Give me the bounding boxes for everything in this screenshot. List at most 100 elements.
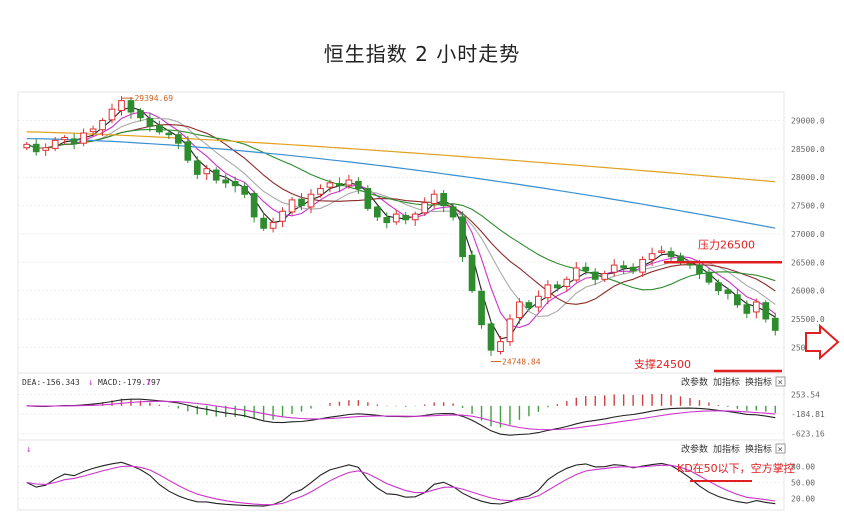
- candle: [51, 137, 59, 152]
- candle-body: [705, 271, 713, 283]
- change-params-button[interactable]: 改参数: [681, 376, 708, 388]
- candle-body: [345, 179, 353, 186]
- candle-body: [743, 304, 751, 314]
- candle-body: [222, 179, 230, 184]
- low-marker-label: 24748.84: [502, 358, 541, 367]
- candle: [582, 262, 590, 275]
- ma-black-line: [26, 106, 776, 340]
- candle-body: [734, 294, 741, 306]
- down-arrow-icon: ↓: [88, 378, 93, 388]
- candle: [203, 164, 211, 180]
- candle: [288, 196, 296, 215]
- candle: [601, 270, 609, 283]
- candle-body: [317, 188, 324, 195]
- candle-body: [553, 284, 561, 289]
- candle: [591, 268, 599, 285]
- candle: [118, 96, 125, 116]
- candle: [392, 209, 400, 225]
- candle-body: [326, 182, 334, 188]
- right-arrow-icon[interactable]: [805, 323, 840, 361]
- macd-dea-line: [26, 400, 776, 431]
- candle: [373, 204, 381, 222]
- candle: [553, 281, 561, 292]
- add-indicator-button[interactable]: 加指标: [713, 376, 740, 388]
- candle-body: [137, 110, 144, 119]
- candle: [108, 103, 116, 124]
- add-indicator-button[interactable]: 加指标: [713, 443, 740, 455]
- candle-body: [184, 141, 192, 161]
- ma-orange-line: [26, 131, 776, 183]
- candle: [137, 108, 144, 122]
- y-tick-label: 28500.0: [791, 145, 825, 154]
- candle-body: [449, 206, 457, 218]
- candle: [421, 197, 429, 216]
- candle-body: [421, 202, 429, 214]
- support-label: 支撑24500: [634, 357, 691, 371]
- candle-body: [203, 168, 211, 175]
- change-params-button[interactable]: 改参数: [681, 443, 708, 455]
- candle-body: [108, 108, 116, 121]
- candle-body: [156, 125, 163, 133]
- ma-green-line: [26, 128, 776, 291]
- candle: [724, 287, 732, 300]
- ma-magenta-line: [26, 111, 776, 329]
- candle: [61, 135, 68, 144]
- candle: [734, 289, 741, 308]
- candle: [165, 129, 173, 139]
- candle: [449, 204, 457, 221]
- candle-body: [70, 138, 78, 144]
- candle: [279, 207, 286, 228]
- close-panel-button[interactable]: [775, 376, 786, 387]
- candle-body: [506, 318, 514, 343]
- candle: [222, 174, 230, 188]
- ma-blue-line: [26, 138, 776, 229]
- candle: [70, 133, 78, 150]
- candle-body: [364, 188, 372, 209]
- candle: [468, 250, 476, 294]
- candle: [260, 212, 267, 231]
- swap-indicator-button[interactable]: 换指标: [745, 443, 772, 455]
- candle: [572, 262, 580, 283]
- candle: [648, 247, 656, 266]
- candle-body: [174, 134, 182, 144]
- candle: [383, 212, 391, 229]
- candle-body: [146, 117, 154, 127]
- candle-body: [118, 100, 125, 112]
- candle: [752, 298, 760, 319]
- candle-body: [544, 284, 552, 299]
- candle-body: [724, 289, 732, 294]
- candle-body: [383, 217, 391, 224]
- candle: [620, 260, 628, 275]
- candle: [336, 177, 343, 193]
- swap-indicator-button[interactable]: 换指标: [745, 376, 772, 388]
- main-panel-frame: [17, 91, 785, 374]
- y-tick-label: 50.00: [791, 479, 815, 488]
- candle: [629, 263, 637, 274]
- candle: [156, 120, 163, 135]
- candle: [42, 143, 50, 156]
- candle-body: [771, 317, 779, 331]
- candle: [80, 128, 87, 147]
- chart-title: 恒生指数 2 小时走势: [323, 42, 521, 66]
- y-tick-label: 20.00: [791, 494, 815, 503]
- candle-body: [288, 199, 296, 213]
- candle-body: [212, 169, 220, 181]
- y-tick-label: -623.16: [791, 430, 825, 439]
- candle: [193, 156, 201, 180]
- down-arrow-icon: ↓: [26, 445, 31, 455]
- y-tick-label: 29000.0: [791, 117, 825, 126]
- candle: [364, 185, 372, 211]
- candle-body: [525, 302, 533, 309]
- candle-body: [23, 143, 31, 149]
- kd-annotation: KD在50以下，空方掌控: [677, 461, 795, 475]
- candle-body: [686, 263, 694, 266]
- candle: [667, 247, 675, 262]
- candle: [127, 97, 135, 119]
- macd-dea-label: DEA:-156.343: [22, 378, 80, 387]
- y-tick-label: 26500.0: [791, 258, 825, 267]
- close-panel-button[interactable]: [775, 443, 786, 454]
- candle: [516, 298, 523, 324]
- kd-panel-frame: [17, 439, 785, 511]
- candle-body: [279, 210, 286, 222]
